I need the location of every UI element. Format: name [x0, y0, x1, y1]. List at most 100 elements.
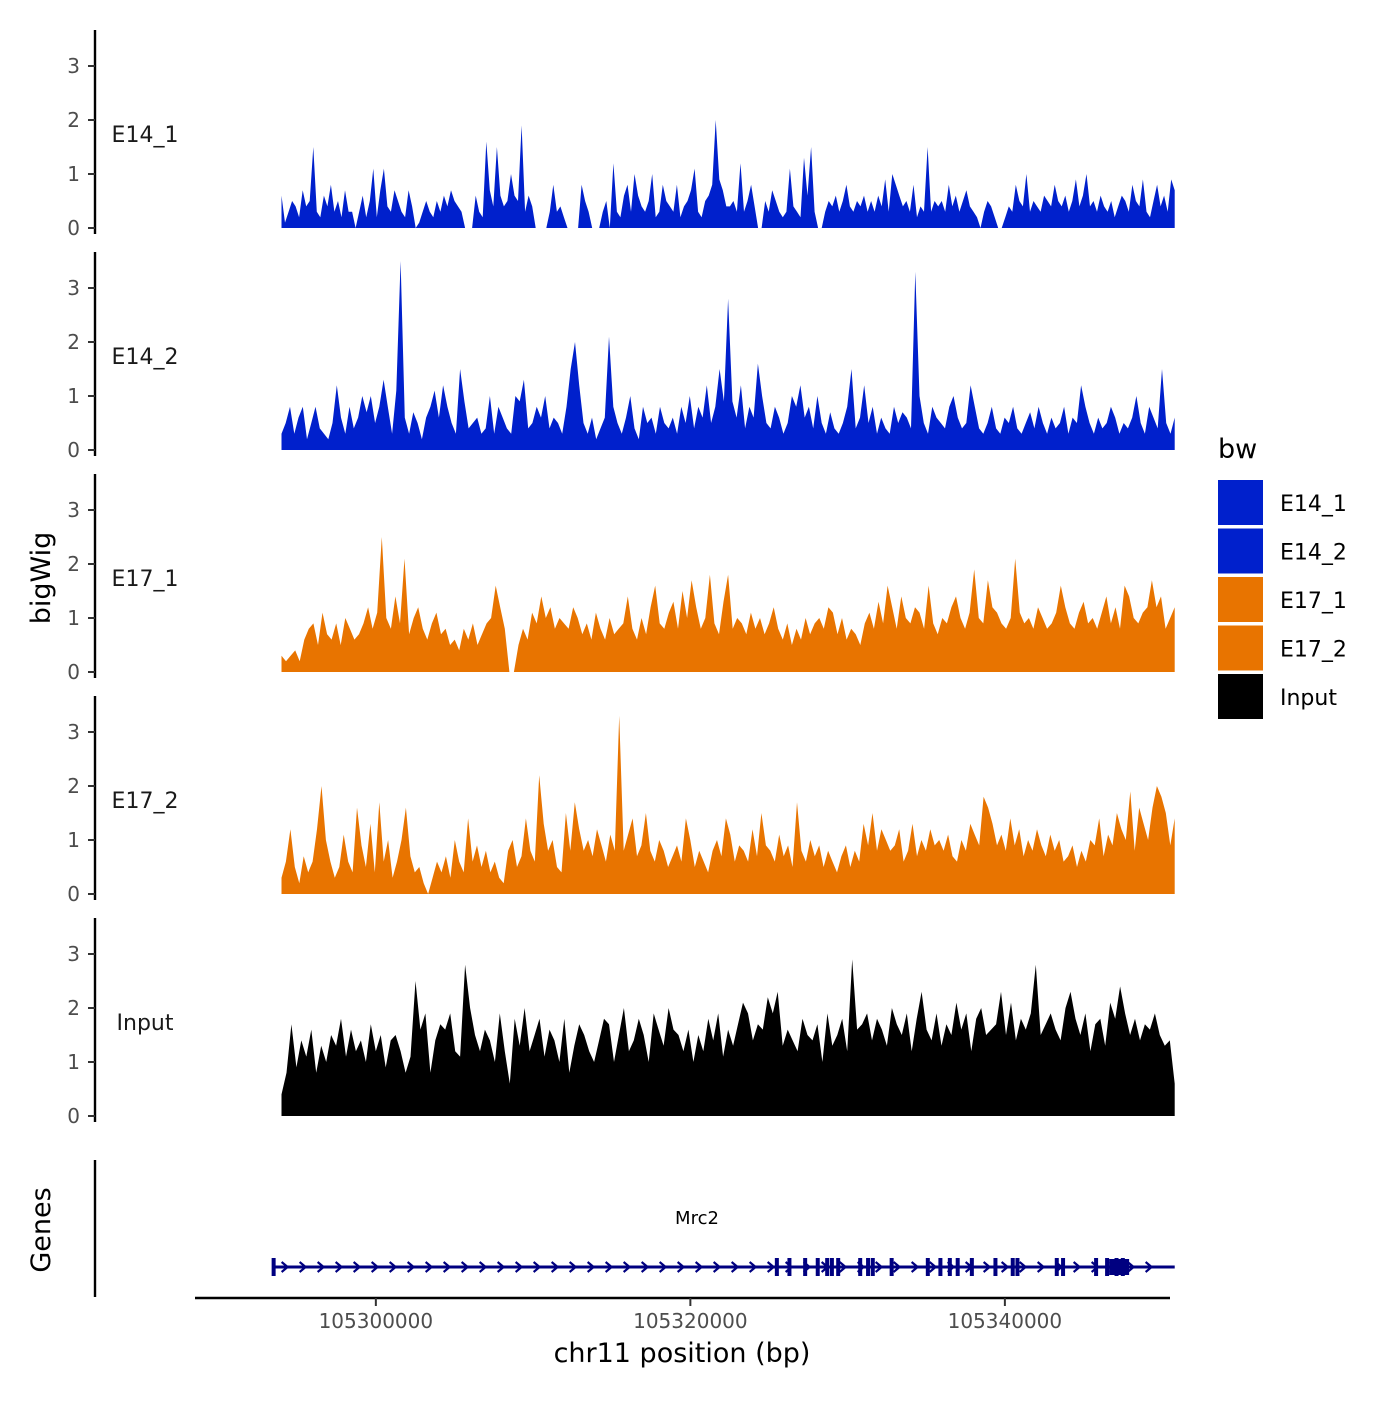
gene-exon [1094, 1258, 1099, 1276]
gene-exon [947, 1258, 952, 1276]
gene-exon [787, 1258, 792, 1276]
gene-model [271, 1258, 1175, 1276]
y-tick-label: 2 [67, 108, 80, 132]
strand-arrow [658, 1261, 668, 1273]
strand-arrow [892, 1261, 902, 1273]
strand-arrow [352, 1261, 362, 1273]
legend: bw E14_1 E14_2 E17_1 E17_2 Input [1218, 434, 1347, 719]
track-label: E17_2 [112, 789, 179, 814]
gene-exon [829, 1258, 834, 1276]
series-area-E17_2 [281, 715, 1175, 894]
gene-exon [858, 1258, 863, 1276]
strand-arrow [748, 1261, 758, 1273]
strand-arrow [622, 1261, 632, 1273]
strand-arrow [1126, 1261, 1136, 1273]
strand-arrow [370, 1261, 380, 1273]
y-tick-label: 1 [67, 828, 80, 852]
series-area-E14_1 [281, 120, 1175, 228]
legend-item: E14_2 [1218, 528, 1347, 574]
y-tick-label: 2 [67, 774, 80, 798]
strand-arrow [1144, 1261, 1154, 1273]
track-E14_1: 0 1 2 3 E14_1 [67, 30, 1175, 240]
y-tick-label: 3 [67, 720, 80, 744]
strand-arrow [478, 1261, 488, 1273]
strand-arrow [1036, 1261, 1046, 1273]
x-tick-label: 105320000 [633, 1309, 748, 1333]
strand-arrow [406, 1261, 416, 1273]
legend-label: E14_1 [1280, 492, 1347, 517]
y-tick-label: 0 [67, 216, 80, 240]
gene-exon [271, 1258, 276, 1276]
x-tick-label: 105340000 [948, 1309, 1063, 1333]
strand-arrow [1018, 1261, 1028, 1273]
legend-label: E17_1 [1280, 589, 1347, 614]
strand-arrow [838, 1261, 848, 1273]
legend-swatch [1218, 480, 1263, 525]
legend-label: E14_2 [1280, 541, 1347, 566]
strand-arrow [424, 1261, 434, 1273]
strand-arrow [280, 1261, 290, 1273]
track-E14_2: 0 1 2 3 E14_2 [67, 252, 1175, 462]
strand-arrow [514, 1261, 524, 1273]
strand-arrow [874, 1261, 884, 1273]
y-tick-label: 2 [67, 330, 80, 354]
series-area-E17_1 [281, 537, 1175, 672]
track-Input: 0 1 2 3 Input [67, 918, 1175, 1128]
gene-exon [866, 1258, 871, 1276]
gene-exon [1105, 1258, 1110, 1276]
legend-item: Input [1218, 674, 1337, 719]
y-tick-label: 0 [67, 660, 80, 684]
y-tick-label: 3 [67, 498, 80, 522]
gene-exon [825, 1258, 830, 1276]
gene-exon [993, 1258, 998, 1276]
legend-item: E14_1 [1218, 480, 1347, 525]
strand-arrow [1072, 1261, 1082, 1273]
strand-arrow [1000, 1261, 1010, 1273]
strand-arrow [316, 1261, 326, 1273]
strand-arrow [298, 1261, 308, 1273]
y-tick-label: 1 [67, 162, 80, 186]
signal-tracks: 0 1 2 3 E14_1 0 1 2 3 E14_2 0 1 2 3 E17_1 0 1 2 3 E17_2 0 1 2 3… [67, 30, 1175, 1128]
strand-arrow [982, 1261, 992, 1273]
legend-swatch [1218, 674, 1263, 719]
gene-exon [955, 1258, 960, 1276]
track-label: E14_2 [112, 345, 179, 370]
legend-title: bw [1218, 434, 1257, 465]
legend-item: E17_2 [1218, 625, 1347, 671]
strand-arrow [334, 1261, 344, 1273]
gene-exon [889, 1258, 894, 1276]
x-ticks: 105300000 105320000 105340000 [319, 1298, 1063, 1333]
legend-swatch [1218, 577, 1263, 622]
strand-arrow [442, 1261, 452, 1273]
y-tick-label: 2 [67, 552, 80, 576]
gene-exon [803, 1258, 808, 1276]
gene-track-label: Genes [26, 1187, 57, 1272]
gene-exon [1054, 1258, 1059, 1276]
y-tick-label: 0 [67, 1104, 80, 1128]
x-axis-title: chr11 position (bp) [554, 1338, 811, 1369]
gene-exon [1010, 1258, 1015, 1276]
strand-arrow [550, 1261, 560, 1273]
strand-arrow [640, 1261, 650, 1273]
strand-arrow [568, 1261, 578, 1273]
track-E17_2: 0 1 2 3 E17_2 [67, 696, 1175, 906]
strand-arrow [460, 1261, 470, 1273]
legend-item: E17_1 [1218, 577, 1347, 622]
gene-track: Genes Mrc2 [26, 1160, 1175, 1297]
x-tick-label: 105300000 [319, 1309, 434, 1333]
strand-arrow [712, 1261, 722, 1273]
y-tick-label: 3 [67, 54, 80, 78]
gene-exon [815, 1258, 820, 1276]
strand-arrow [604, 1261, 614, 1273]
y-tick-label: 0 [67, 882, 80, 906]
track-E17_1: 0 1 2 3 E17_1 [67, 474, 1175, 684]
legend-swatch [1218, 625, 1263, 671]
y-tick-label: 1 [67, 606, 80, 630]
gene-exon [774, 1258, 779, 1276]
gene-exon [925, 1258, 930, 1276]
track-label: E17_1 [112, 567, 179, 592]
strand-arrow [676, 1261, 686, 1273]
y-axis-title: bigWig [26, 532, 57, 625]
